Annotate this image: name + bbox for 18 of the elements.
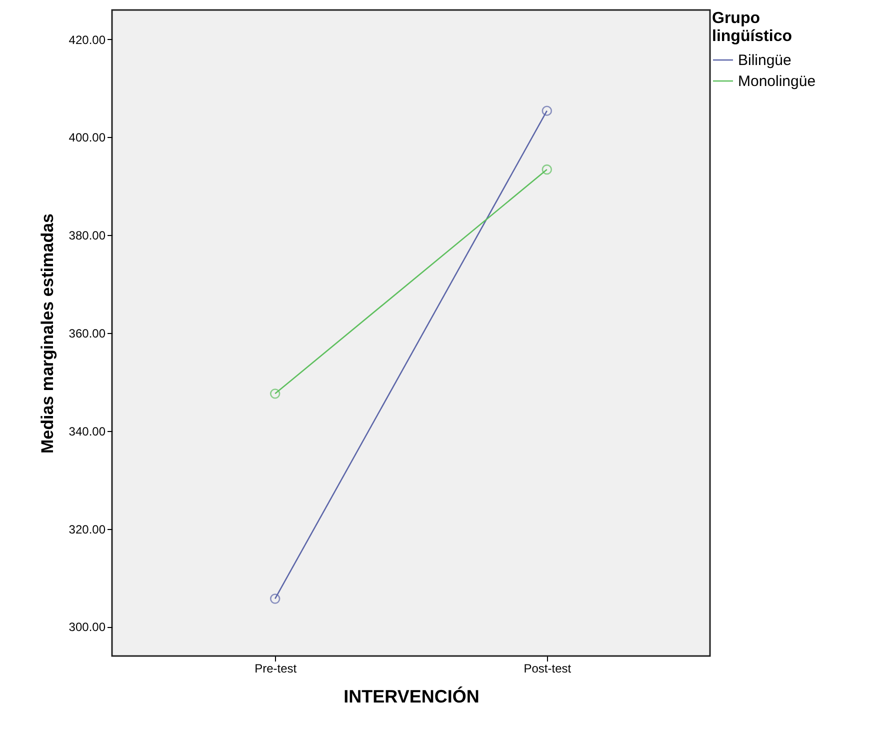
point xyxy=(270,388,280,399)
y-tick-label: 360.00 xyxy=(68,326,106,340)
legend-title: Grupo lingüístico xyxy=(712,10,792,45)
y-tick-label: 420.00 xyxy=(68,32,106,47)
y-tick-label: 380.00 xyxy=(68,228,106,243)
y-tick-label: 300.00 xyxy=(68,620,106,634)
point xyxy=(542,106,552,116)
point xyxy=(270,594,280,604)
legend-label: Bilingüe xyxy=(738,52,792,69)
x-tick-label: Post-test xyxy=(524,662,572,676)
legend-label: Monolingüe xyxy=(738,73,816,90)
x-tick-label: Pre-test xyxy=(254,662,298,676)
y-tick-label: 320.00 xyxy=(68,522,106,536)
point xyxy=(542,164,552,175)
y-tick-label: 400.00 xyxy=(68,130,106,145)
x-axis-title: INTERVENCIÓN xyxy=(344,686,480,706)
y-tick-label: 340.00 xyxy=(68,424,106,438)
y-axis-title: Medias marginales estimadas xyxy=(38,213,57,454)
